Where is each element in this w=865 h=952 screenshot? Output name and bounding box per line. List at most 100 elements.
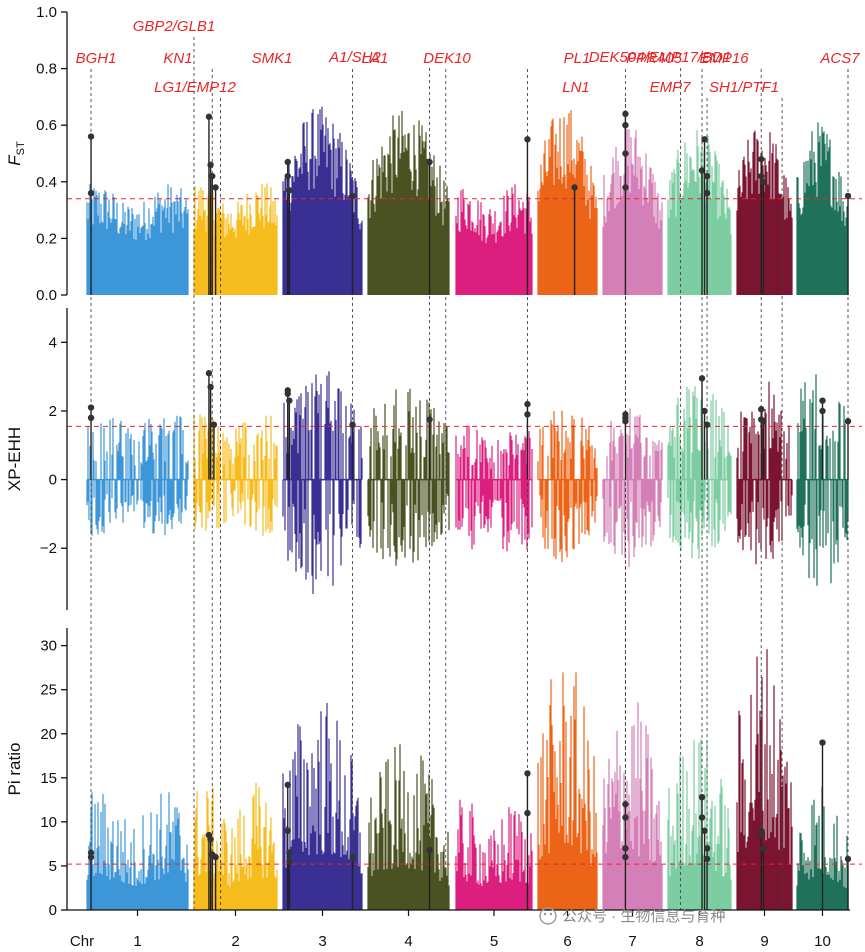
candidate-point — [349, 853, 356, 861]
chromosome-base-block — [87, 247, 188, 295]
candidate-point — [698, 814, 706, 821]
chromosome-4-xpehh — [367, 388, 450, 566]
gene-label: A1/SH2 — [328, 49, 381, 66]
chromosome-10-pi — [796, 786, 849, 910]
chromosome-axis: Chr 1 2 3 4 5 6 7 8 9 10 — [67, 909, 850, 950]
chromosome-label: 5 — [490, 933, 498, 950]
chromosome-signal-bars — [193, 414, 278, 536]
candidate-point — [703, 189, 711, 197]
candidate-point — [87, 853, 95, 861]
candidate-point — [524, 136, 531, 143]
candidate-points — [87, 110, 852, 910]
gene-label: GBP2/GLB1 — [133, 18, 216, 35]
chromosome-signal-bars — [736, 381, 793, 565]
chromosome-2-xpehh — [193, 414, 278, 536]
chromosome-base-block — [538, 241, 597, 295]
x-axis-title: Chr — [70, 933, 94, 950]
y-tick-label: 1.0 — [36, 4, 57, 21]
chromosome-9-pi — [736, 649, 793, 910]
candidate-point — [286, 858, 293, 865]
chromosome-7-pi — [602, 702, 663, 910]
candidate-point — [207, 836, 214, 843]
chromosome-signal-bars — [282, 371, 363, 594]
gene-label: SH1/PTF1 — [709, 79, 779, 96]
chromosome-label: 10 — [814, 933, 831, 950]
candidate-point — [622, 814, 629, 821]
chromosome-signal-bars — [537, 410, 598, 562]
candidate-point — [622, 150, 629, 157]
candidate-point — [622, 122, 629, 129]
axes: 0.0 0.2 0.4 0.6 0.8 1.0 FST −2 0 2 4 XP-EHH 0 5 10 15 20… — [5, 4, 68, 919]
candidate-point — [703, 855, 711, 863]
chromosome-label: 8 — [695, 933, 703, 950]
chromosome-8-xpehh — [667, 386, 732, 559]
chromosome-5-fst — [455, 184, 533, 295]
candidate-point — [426, 846, 433, 854]
candidate-point — [698, 167, 706, 174]
y-tick-label: 20 — [40, 726, 57, 743]
wechat-icon-dot — [549, 912, 553, 916]
chromosome-label: 3 — [318, 933, 326, 950]
chromosome-1-fst — [86, 183, 189, 295]
chromosome-10-fst — [796, 122, 849, 295]
y-tick-label: 0.2 — [36, 230, 57, 247]
y-tick-label: 0 — [49, 472, 57, 489]
wechat-icon-dot — [543, 912, 547, 916]
candidate-point — [284, 158, 291, 166]
gene-label: DEK10 — [423, 50, 471, 67]
candidate-point — [284, 827, 291, 834]
gene-label: LA1 — [362, 50, 389, 67]
chromosome-signal-bars — [455, 799, 533, 910]
candidate-point — [349, 421, 356, 428]
gene-label: EMP16 — [699, 50, 749, 67]
candidate-point — [622, 801, 629, 808]
candidate-point — [819, 407, 826, 415]
watermark-text: 公众号 · 生物信息与育种 — [562, 908, 725, 925]
candidate-point — [758, 827, 765, 834]
y-axis-title-pi: Pi ratio — [5, 743, 24, 796]
candidate-point — [284, 781, 291, 789]
candidate-point — [524, 770, 531, 777]
candidate-point — [622, 110, 629, 118]
candidate-point — [703, 845, 711, 852]
chromosome-base-block — [797, 245, 848, 295]
chromosome-base-block — [368, 242, 449, 295]
candidate-point — [758, 831, 765, 839]
candidate-point — [207, 161, 214, 169]
candidate-point — [524, 400, 531, 408]
chromosome-signal-bars — [455, 425, 533, 552]
gene-label: SMK1 — [252, 50, 293, 67]
candidate-point — [844, 855, 852, 863]
candidate-point — [284, 172, 291, 180]
y-tick-label: 0.0 — [36, 287, 57, 304]
chromosome-label: 9 — [760, 933, 768, 950]
candidate-point — [205, 370, 213, 377]
gene-label: LN1 — [562, 79, 590, 96]
y-tick-label: 30 — [40, 638, 57, 655]
y-tick-label: 2 — [49, 403, 57, 420]
candidate-point — [703, 421, 711, 428]
chromosome-signal-bars — [602, 408, 663, 568]
chromosome-signal-bars — [667, 130, 732, 295]
y-tick-label: 0.4 — [36, 174, 57, 191]
chromosome-9-fst — [736, 130, 793, 295]
chromosome-signal-bars — [86, 792, 189, 910]
gene-label: ACS7 — [819, 50, 860, 67]
chromosome-6-fst — [537, 110, 598, 295]
candidate-point — [622, 845, 629, 852]
chromosome-6-xpehh — [537, 410, 598, 562]
candidate-point — [87, 414, 95, 422]
candidate-point — [760, 845, 767, 852]
candidate-point — [426, 158, 433, 166]
chromosome-9-xpehh — [736, 381, 793, 565]
chromosome-signal-bars — [667, 386, 732, 559]
wechat-icon — [539, 907, 557, 925]
chromosome-base-block — [283, 241, 362, 295]
chromosome-3-fst — [282, 106, 363, 295]
candidate-point — [207, 383, 214, 391]
candidate-point — [622, 853, 629, 861]
candidate-point — [698, 794, 706, 801]
chromosome-2-pi — [193, 783, 278, 910]
